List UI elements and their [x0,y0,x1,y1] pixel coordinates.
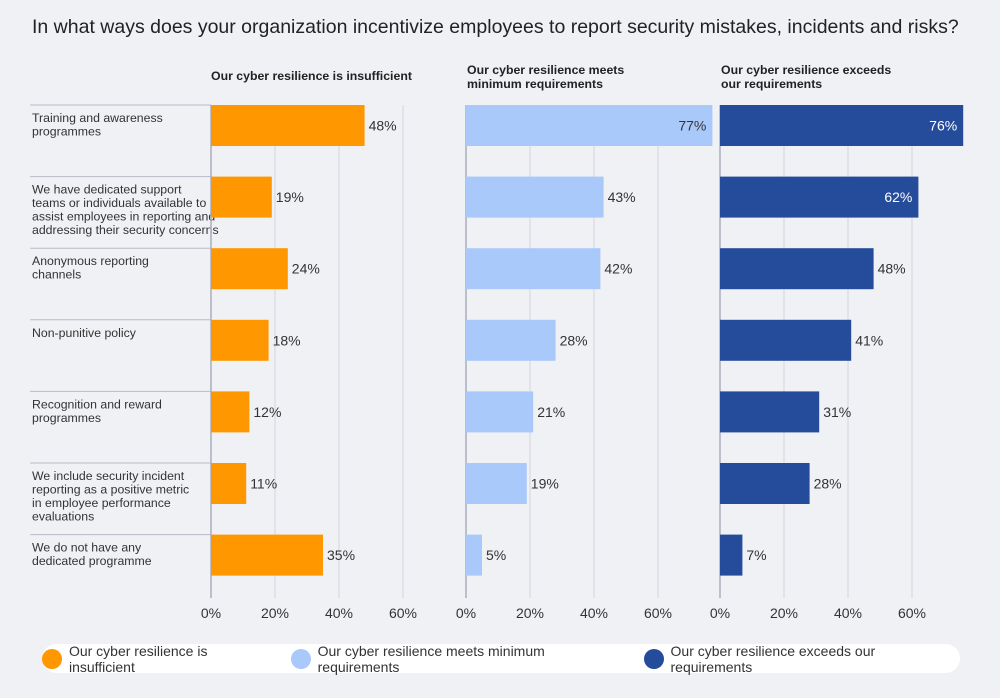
legend-swatch [290,648,311,669]
bar [720,391,820,433]
bar [466,534,482,576]
bar [466,319,556,361]
data-label: 28% [814,476,842,492]
category-label: Recognition and reward programmes [32,397,162,425]
x-tick-label: 20% [261,605,289,621]
x-tick-label: 20% [770,605,798,621]
data-label: 41% [855,332,883,348]
bar [720,248,874,290]
x-tick-label: 40% [325,605,353,621]
category-label: Anonymous reporting channels [32,254,149,282]
legend-swatch [42,648,62,669]
x-tick-label: 60% [389,605,417,621]
legend-swatch [643,648,664,669]
bar [720,319,852,361]
data-label: 62% [884,189,912,205]
x-tick-label: 60% [898,605,926,621]
bar [466,176,604,218]
data-label: 28% [560,332,588,348]
panel-title: Our cyber resilience exceeds our requirem… [721,63,891,91]
x-tick-label: 60% [644,605,672,621]
data-label: 18% [273,332,301,348]
category-label: We do not have any dedicated programme [32,541,152,569]
bar [211,534,323,576]
data-label: 11% [250,476,277,492]
bar [720,534,743,576]
bar [211,105,365,146]
legend: Our cyber resilience is insufficient Our … [42,642,960,675]
bar [211,319,269,361]
data-label: 77% [678,118,706,134]
x-tick-label: 40% [580,605,608,621]
legend-label: Our cyber resilience is insufficient [68,642,208,675]
data-label: 5% [486,547,506,563]
data-label: 7% [746,547,766,563]
bar [466,105,713,146]
x-tick-label: 0% [201,605,221,621]
bar [720,176,919,218]
data-label: 42% [604,261,632,277]
x-tick-label: 40% [834,605,862,621]
category-label: Training and awareness programmes [32,111,163,139]
bar [211,391,250,433]
legend-label: Our cyber resilience exceeds our require… [670,642,876,675]
x-tick-label: 0% [456,605,476,621]
data-label: 48% [369,118,397,134]
x-tick-label: 20% [516,605,544,621]
category-label: Non-punitive policy [32,326,137,340]
bar [211,176,272,218]
legend-label: Our cyber resilience meets minimum requi… [317,642,545,675]
bar [720,105,964,146]
chart-area: Training and awareness programmes We have … [30,63,964,621]
data-label: 76% [929,118,957,134]
data-label: 21% [537,404,565,420]
category-label: We include security incident reporting as… [32,469,189,524]
chart-title: In what ways does your organization ince… [32,16,959,38]
data-label: 43% [608,189,636,205]
category-label: We have dedicated support teams or indivi… [32,183,219,238]
bar [466,248,601,290]
x-tick-label: 0% [710,605,730,621]
bar [211,463,247,504]
data-label: 19% [531,476,559,492]
data-label: 48% [878,261,906,277]
panel-title: Our cyber resilience is insufficient [211,69,412,83]
bar [720,463,810,504]
legend-item: Our cyber resilience meets minimum requi… [290,642,630,675]
legend-item: Our cyber resilience is insufficient [42,643,277,675]
legend-item: Our cyber resilience exceeds our require… [643,642,960,675]
bar [466,391,534,433]
panel-title: Our cyber resilience meets minimum requir… [467,63,624,91]
data-label: 12% [253,404,281,420]
data-label: 35% [327,547,355,563]
bar [466,463,527,504]
data-label: 19% [276,189,304,205]
data-label: 31% [823,404,851,420]
data-label: 24% [292,261,320,277]
bar [211,248,288,290]
